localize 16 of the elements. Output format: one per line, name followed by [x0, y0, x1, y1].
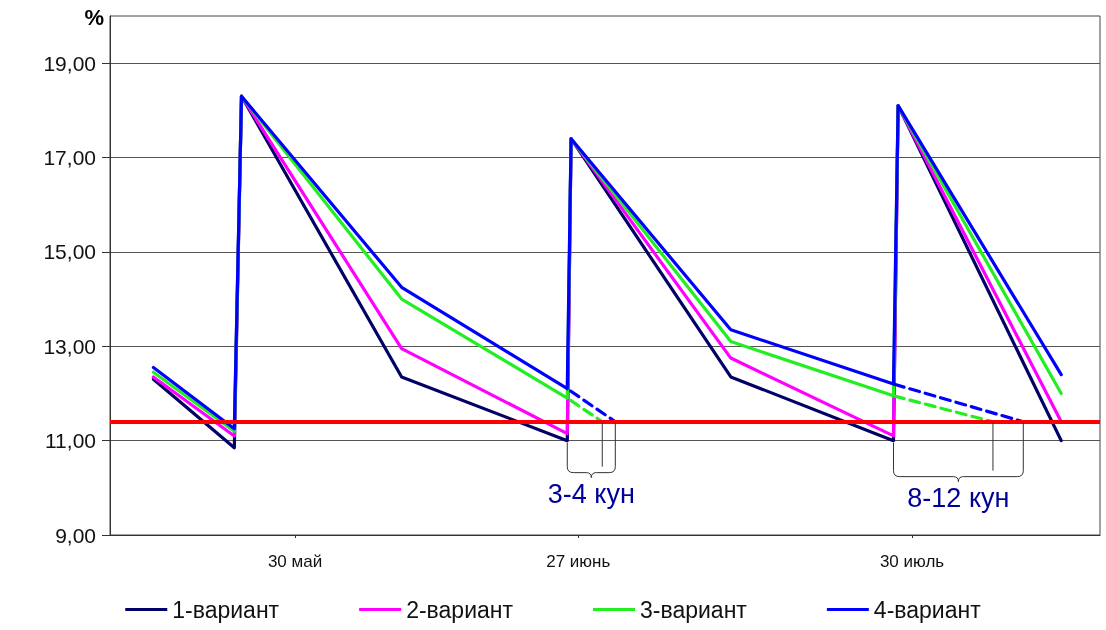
y-tick-label: 9,00	[55, 523, 96, 547]
x-tick-label: 30 май	[267, 552, 323, 571]
x-tick-label: 27 июнь	[546, 552, 611, 571]
annotation: 8-12 кун	[907, 482, 1010, 513]
legend-label: 3-вариант	[640, 596, 748, 623]
y-tick-label: 11,00	[45, 429, 96, 453]
annotation: 3-4 кун	[547, 478, 635, 509]
y-axis-title: %	[84, 4, 104, 30]
legend-label: 1-вариант	[172, 596, 280, 623]
y-tick-label: 19,00	[43, 51, 96, 75]
legend-label: 4-вариант	[873, 596, 982, 623]
y-tick-label: 15,00	[43, 240, 96, 264]
y-tick-label: 17,00	[43, 146, 96, 170]
legend-label: 2-вариант	[406, 596, 514, 623]
x-tick-label: 30 июль	[879, 552, 945, 571]
y-tick-label: 13,00	[43, 334, 96, 358]
